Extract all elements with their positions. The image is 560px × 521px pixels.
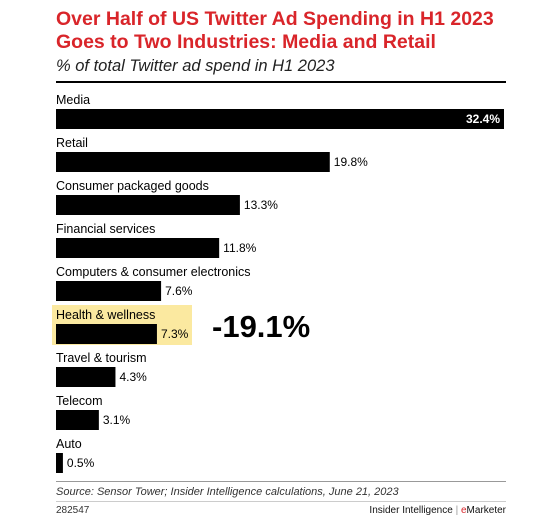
chart-title: Over Half of US Twitter Ad Spending in H…	[56, 8, 494, 53]
value-label: 3.1%	[103, 413, 131, 427]
category-label: Retail	[56, 136, 88, 150]
bar	[56, 152, 330, 172]
category-label: Auto	[56, 437, 82, 451]
value-label: 4.3%	[119, 370, 147, 384]
footer-rule	[56, 501, 506, 502]
category-label: Computers & consumer electronics	[56, 265, 251, 279]
value-label: 32.4%	[466, 112, 500, 126]
source-note: Source: Sensor Tower; Insider Intelligen…	[56, 486, 399, 498]
category-label: Financial services	[56, 222, 155, 236]
brand-right: Marketer	[466, 505, 506, 516]
category-label: Telecom	[56, 394, 103, 408]
bar	[56, 281, 162, 301]
category-label: Travel & tourism	[56, 351, 147, 365]
bottom-rule	[56, 481, 506, 482]
value-label: 7.6%	[165, 284, 193, 298]
bar	[56, 410, 99, 430]
category-label: Health & wellness	[56, 308, 155, 322]
brand-e: e	[460, 505, 467, 516]
bar	[56, 195, 240, 215]
category-label: Media	[56, 93, 90, 107]
brand-logo: Insider Intelligence | eMarketer	[369, 505, 506, 516]
bar	[56, 109, 504, 129]
value-label: 11.8%	[223, 241, 256, 255]
bar	[56, 324, 157, 344]
chart-subtitle: % of total Twitter ad spend in H1 2023	[56, 57, 335, 75]
change-annotation: -19.1%	[212, 309, 310, 344]
category-label: Consumer packaged goods	[56, 179, 209, 193]
bar	[56, 453, 63, 473]
brand-separator: |	[455, 505, 459, 516]
chart-id: 282547	[56, 505, 90, 516]
bar	[56, 238, 220, 258]
top-rule	[56, 81, 506, 83]
value-label: 13.3%	[244, 198, 278, 212]
brand-left: Insider Intelligence	[369, 505, 453, 516]
bar	[56, 367, 116, 387]
value-label: 19.8%	[334, 155, 368, 169]
value-label: 0.5%	[67, 456, 95, 470]
value-label: 7.3%	[161, 327, 189, 341]
